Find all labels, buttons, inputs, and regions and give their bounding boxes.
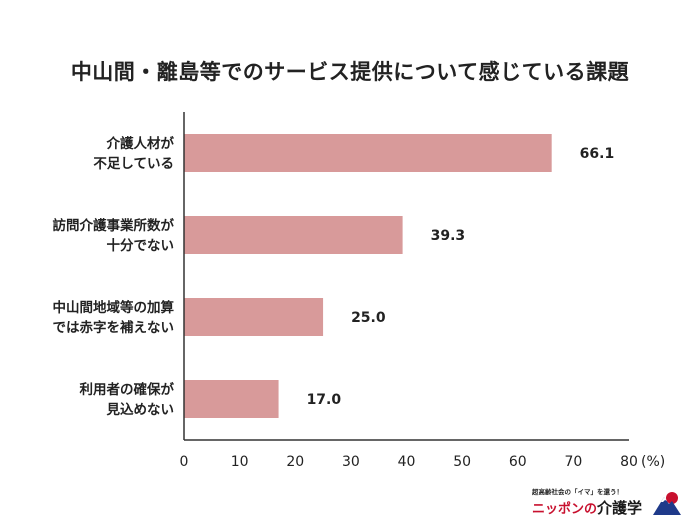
x-tick-label: 70 xyxy=(564,454,582,470)
logo: 超高齢社会の「イマ」を還う！ ニッポンの介護学 xyxy=(532,486,682,520)
category-label: では赤字を補えない xyxy=(53,319,175,336)
mountain-sun-icon xyxy=(653,492,681,515)
category-label: 利用者の確保が xyxy=(80,381,175,398)
logo-name: ニッポンの介護学 xyxy=(532,497,642,518)
logo-name-part2: 介護学 xyxy=(597,499,643,517)
logo-name-part1: ニッポンの xyxy=(532,502,598,517)
bar xyxy=(184,380,279,418)
data-label: 66.1 xyxy=(580,146,615,162)
category-label: 中山間地域等の加算 xyxy=(53,299,175,316)
x-tick-label: 50 xyxy=(453,454,471,470)
bar xyxy=(184,134,552,172)
x-tick-label: 20 xyxy=(286,454,304,470)
category-label: 不足している xyxy=(93,156,174,172)
data-label: 25.0 xyxy=(351,310,386,326)
bars-layer xyxy=(184,134,552,418)
data-labels: 66.1 39.3 25.0 17.0 xyxy=(307,146,615,408)
x-axis-unit: (%) xyxy=(641,454,665,470)
x-tick-label: 80 xyxy=(620,454,638,470)
bar xyxy=(184,216,403,254)
x-tick-label: 10 xyxy=(231,454,249,470)
data-label: 39.3 xyxy=(431,228,466,244)
x-tick-label: 0 xyxy=(180,454,189,470)
category-label: 十分でない xyxy=(107,237,175,254)
category-label: 訪問介護事業所数が xyxy=(53,217,175,234)
x-tick-label: 40 xyxy=(398,454,416,470)
category-label: 介護人材が xyxy=(106,135,175,152)
x-tick-label: 60 xyxy=(509,454,527,470)
chart-title: 中山間・離島等でのサービス提供について感じている課題 xyxy=(70,60,630,84)
bar xyxy=(184,298,324,336)
data-label: 17.0 xyxy=(307,392,342,408)
x-axis-ticks: 0 10 20 30 40 50 60 70 80 xyxy=(180,454,638,470)
logo-tagline: 超高齢社会の「イマ」を還う！ xyxy=(532,488,623,496)
category-labels: 介護人材が不足している訪問介護事業所数が十分でない中山間地域等の加算では赤字を補… xyxy=(53,135,175,418)
category-label: 見込めない xyxy=(106,401,175,418)
x-tick-label: 30 xyxy=(342,454,360,470)
